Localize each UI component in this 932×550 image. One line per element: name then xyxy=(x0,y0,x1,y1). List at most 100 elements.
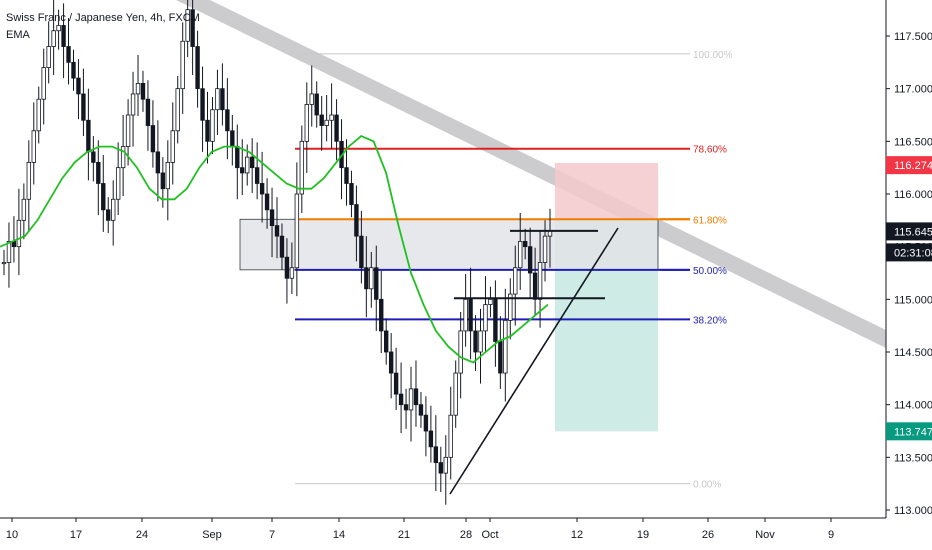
candle-body xyxy=(408,388,414,411)
candle-body xyxy=(140,83,146,100)
candle-body xyxy=(393,372,399,395)
candle-body xyxy=(91,151,96,163)
candle-body xyxy=(180,40,185,90)
candle-body xyxy=(56,25,61,32)
candle-body xyxy=(145,98,151,126)
candle-body xyxy=(468,298,473,332)
candle-body xyxy=(120,146,126,169)
candle-body xyxy=(254,167,260,184)
candle-body xyxy=(319,114,324,126)
candle-body xyxy=(388,351,394,374)
candle-body xyxy=(354,204,359,237)
trend-lines xyxy=(449,227,619,495)
y-tick-label: 113.000 xyxy=(894,505,932,517)
candle-body xyxy=(155,151,161,174)
trade-position-box xyxy=(555,163,658,432)
symbol-title[interactable]: Swiss Franc / Japanese Yen, 4h, FXCM xyxy=(6,12,200,24)
candle-body xyxy=(36,98,41,132)
fib-label: 38.20% xyxy=(693,315,727,326)
candle-body xyxy=(175,88,180,132)
ascending-trend-line xyxy=(449,227,619,495)
candle-body xyxy=(478,330,483,353)
channel-band xyxy=(176,0,886,348)
candle-body xyxy=(76,77,81,95)
candle-body xyxy=(71,61,76,79)
x-tick-label: 28 xyxy=(460,529,472,541)
candle-body xyxy=(135,83,141,95)
candle-body xyxy=(463,298,468,332)
candle-body xyxy=(383,330,389,353)
candle-body xyxy=(379,298,384,332)
candle-body xyxy=(503,319,508,374)
y-tick-label: 115.000 xyxy=(894,294,932,306)
candle-body xyxy=(16,219,22,248)
candle-body xyxy=(374,267,379,300)
zone-rect xyxy=(239,218,659,271)
candle-body xyxy=(240,167,245,174)
candle-body xyxy=(522,240,528,248)
candle-body xyxy=(235,146,240,169)
x-tick-label: 7 xyxy=(269,529,275,541)
candle-body xyxy=(349,183,354,205)
fibonacci-retracement: 100.00% 78.60% 61.80% 50.00% 38.20% 0.00% xyxy=(295,50,733,491)
stop-loss-zone xyxy=(555,163,658,220)
candle-body xyxy=(220,88,225,111)
descending-channel xyxy=(176,0,886,348)
x-tick-label: 17 xyxy=(70,529,82,541)
candle-body xyxy=(269,209,275,227)
candle-body xyxy=(111,198,116,221)
y-tick-label: 116.500 xyxy=(894,136,932,148)
candle-body xyxy=(488,298,493,306)
time-axis-bg xyxy=(0,518,932,550)
candle-body xyxy=(200,88,205,121)
candle-body xyxy=(493,298,498,342)
candle-body xyxy=(245,156,250,174)
price-badges: 116.274 115.645 02:31:08 113.747 xyxy=(886,156,932,441)
x-tick-label: 26 xyxy=(702,529,714,541)
x-tick-label: 14 xyxy=(333,529,345,541)
y-tick-label: 113.500 xyxy=(894,452,932,464)
candle-body xyxy=(259,183,265,195)
candle-body xyxy=(418,404,424,416)
price-badge-label: 02:31:08 xyxy=(894,247,932,259)
candle-body xyxy=(165,161,170,190)
candle-body xyxy=(289,267,295,279)
candle-body xyxy=(508,293,513,321)
ema-series xyxy=(0,135,549,364)
candle-body xyxy=(314,93,319,116)
candle-body xyxy=(51,30,56,47)
candle-body xyxy=(423,414,429,432)
y-tick-label: 116.000 xyxy=(894,189,932,201)
candle-body xyxy=(6,240,12,263)
resistance-zone xyxy=(239,218,659,271)
price-badge-label: 115.645 xyxy=(894,226,932,238)
candle-body xyxy=(309,93,314,105)
candle-body xyxy=(46,46,51,68)
x-tick-label: 10 xyxy=(6,529,18,541)
candle-body xyxy=(537,262,543,300)
y-tick-label: 117.000 xyxy=(894,84,932,96)
candle-body xyxy=(498,341,503,374)
candle-body xyxy=(26,161,32,200)
candle-body xyxy=(413,388,419,406)
candle-body xyxy=(66,46,71,63)
fib-label: 0.00% xyxy=(693,480,721,491)
x-tick-label: 24 xyxy=(136,529,148,541)
ema-line xyxy=(0,135,549,364)
candle-body xyxy=(1,262,7,265)
candle-body xyxy=(448,414,453,458)
price-badge-label: 116.274 xyxy=(894,160,932,172)
candle-body xyxy=(334,114,339,142)
candle-body xyxy=(115,167,121,200)
candle-body xyxy=(205,119,210,142)
price-badge xyxy=(886,422,932,441)
candlestick-series xyxy=(1,0,553,505)
candle-body xyxy=(513,267,518,295)
indicator-label[interactable]: EMA xyxy=(6,29,30,41)
candle-body xyxy=(344,167,349,184)
price-axis-bg xyxy=(886,0,932,550)
candle-body xyxy=(443,456,448,474)
